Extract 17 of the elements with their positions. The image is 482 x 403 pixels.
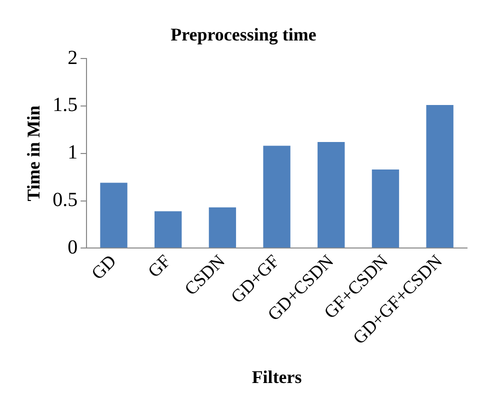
bar bbox=[372, 169, 400, 248]
bar bbox=[426, 105, 454, 248]
y-axis-title: Time in Min bbox=[23, 106, 44, 202]
y-tick-label: 2 bbox=[68, 46, 78, 69]
y-tick-label: 1.5 bbox=[52, 94, 78, 116]
x-tick-label: GF bbox=[144, 250, 174, 282]
bar bbox=[100, 182, 128, 248]
y-tick-label: 0.5 bbox=[52, 189, 78, 212]
x-tick-label: GD bbox=[87, 250, 120, 284]
chart-title: Preprocessing time bbox=[170, 24, 316, 44]
bar bbox=[154, 211, 182, 248]
bar bbox=[208, 207, 236, 248]
bar bbox=[263, 146, 290, 248]
bar bbox=[318, 142, 345, 248]
y-tick-label: 1 bbox=[68, 142, 78, 164]
y-tick-label: 0 bbox=[68, 236, 78, 258]
x-axis-title: Filters bbox=[252, 366, 302, 387]
